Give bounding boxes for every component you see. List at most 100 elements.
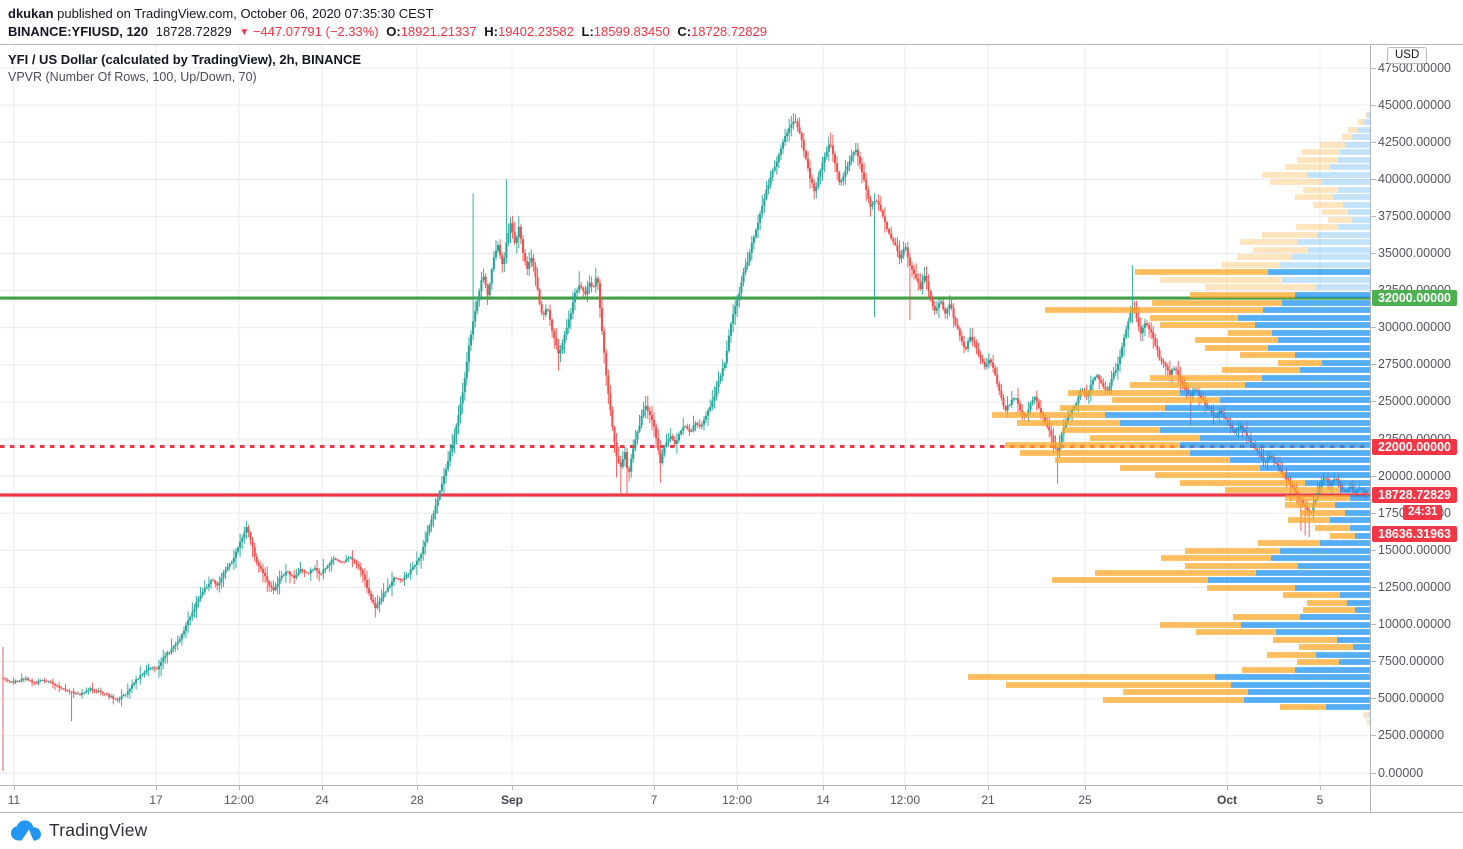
price-tick-label: 12500.00000 bbox=[1378, 579, 1451, 594]
time-tick-mark bbox=[988, 786, 989, 790]
indicator-title[interactable]: VPVR (Number Of Rows, 100, Up/Down, 70) bbox=[8, 70, 257, 84]
time-tick-mark bbox=[1320, 786, 1321, 790]
high-label: H: bbox=[484, 24, 498, 39]
low-label: L: bbox=[581, 24, 594, 39]
price-level-badge: 18636.31963 bbox=[1372, 526, 1457, 542]
high-value: 19402.23582 bbox=[497, 24, 574, 39]
time-tick-mark bbox=[1085, 786, 1086, 790]
author-name: dkukan bbox=[8, 6, 54, 21]
price-tick-mark bbox=[1371, 253, 1376, 255]
time-axis-label: 11 bbox=[7, 793, 21, 807]
symbol-interval: BINANCE:YFIUSD, 120 bbox=[8, 24, 149, 39]
time-axis-label: 12:00 bbox=[721, 793, 753, 807]
price-tick-mark bbox=[1371, 698, 1376, 700]
header-divider bbox=[0, 44, 1463, 45]
price-tick-mark bbox=[1371, 735, 1376, 737]
time-axis[interactable]: 11 17 12:00 24 28 Sep 7 12:00 14 12:00 21 25 Oct 5 bbox=[0, 786, 1463, 812]
time-axis-label: Sep bbox=[500, 793, 524, 807]
price-tick-label: 20000.00000 bbox=[1378, 468, 1451, 483]
time-tick-mark bbox=[239, 786, 240, 790]
vpvr-profile bbox=[968, 112, 1370, 725]
time-axis-border bbox=[0, 785, 1463, 786]
close-value: 18728.72829 bbox=[691, 24, 767, 39]
price-level-badge: 22000.00000 bbox=[1372, 439, 1457, 455]
price-tick-mark bbox=[1371, 549, 1376, 551]
time-axis-label: 24 bbox=[315, 793, 329, 807]
price-tick-label: 40000.00000 bbox=[1378, 171, 1451, 186]
time-axis-label: 12:00 bbox=[889, 793, 921, 807]
price-tick-mark bbox=[1371, 586, 1376, 588]
price-tick-label: 47500.00000 bbox=[1378, 60, 1451, 75]
price-tick-mark bbox=[1371, 327, 1376, 329]
price-tick-mark bbox=[1371, 512, 1376, 514]
price-level-badge: 32000.00000 bbox=[1372, 290, 1457, 306]
price-tick-label: 0.00000 bbox=[1378, 765, 1424, 780]
publish-info: dkukan published on TradingView.com, Oct… bbox=[8, 6, 433, 21]
price-tick-label: 42500.00000 bbox=[1378, 134, 1451, 149]
time-tick-mark bbox=[417, 786, 418, 790]
price-tick-label: 35000.00000 bbox=[1378, 246, 1451, 261]
close-label: C: bbox=[677, 24, 692, 39]
price-tick-label: 27500.00000 bbox=[1378, 357, 1451, 372]
time-tick-mark bbox=[512, 786, 513, 790]
price-tick-label: 30000.00000 bbox=[1378, 320, 1451, 335]
price-tick-mark bbox=[1371, 364, 1376, 366]
chart-canvas[interactable] bbox=[0, 45, 1370, 785]
footer-divider bbox=[0, 812, 1463, 813]
price-tick-label: 7500.00000 bbox=[1378, 654, 1445, 669]
open-value: 18921.21337 bbox=[400, 24, 477, 39]
price-plot bbox=[0, 45, 1370, 785]
price-tick-mark bbox=[1371, 475, 1376, 477]
price-tick-mark bbox=[1371, 141, 1376, 143]
price-tick-label: 5000.00000 bbox=[1378, 691, 1445, 706]
price-tick-mark bbox=[1371, 661, 1376, 663]
price-tick-label: 2500.00000 bbox=[1378, 728, 1445, 743]
time-axis-label: 12:00 bbox=[223, 793, 255, 807]
time-axis-label: 7 bbox=[650, 793, 658, 807]
price-change: −447.07791 (−2.33%) bbox=[252, 24, 379, 39]
price-tick-label: 45000.00000 bbox=[1378, 97, 1451, 112]
time-tick-mark bbox=[156, 786, 157, 790]
time-axis-label: 21 bbox=[981, 793, 995, 807]
price-tick-mark bbox=[1371, 104, 1376, 106]
time-tick-mark bbox=[14, 786, 15, 790]
price-tick-mark bbox=[1371, 215, 1376, 217]
price-tick-mark bbox=[1371, 772, 1376, 774]
brand-name: TradingView bbox=[49, 820, 148, 840]
price-tick-label: 37500.00000 bbox=[1378, 208, 1451, 223]
pane-title[interactable]: YFI / US Dollar (calculated by TradingVi… bbox=[8, 52, 361, 67]
price-axis-border bbox=[1370, 45, 1371, 812]
price-level-badge: 18728.72829 bbox=[1372, 487, 1457, 503]
symbol-ohlc-row: BINANCE:YFIUSD, 120 18728.72829 ▼ −447.0… bbox=[8, 24, 771, 39]
countdown-badge: 24:31 bbox=[1403, 504, 1443, 520]
price-tick-mark bbox=[1371, 67, 1376, 69]
open-label: O: bbox=[386, 24, 401, 39]
time-tick-mark bbox=[654, 786, 655, 790]
price-tick-mark bbox=[1371, 624, 1376, 626]
last-price: 18728.72829 bbox=[155, 24, 232, 39]
down-arrow-icon: ▼ bbox=[239, 27, 250, 38]
currency-usd-button[interactable]: USD bbox=[1387, 47, 1428, 64]
time-tick-mark bbox=[322, 786, 323, 790]
price-tick-label: 10000.00000 bbox=[1378, 617, 1451, 632]
time-axis-label: 14 bbox=[816, 793, 830, 807]
price-axis[interactable]: USD 0.00000 2500.00000 5000.00000 7500.0000… bbox=[1371, 45, 1463, 785]
tradingview-logo[interactable]: TradingView bbox=[10, 819, 148, 842]
low-value: 18599.83450 bbox=[593, 24, 670, 39]
time-axis-label: 25 bbox=[1078, 793, 1092, 807]
time-axis-label: 5 bbox=[1316, 793, 1324, 807]
time-tick-mark bbox=[1227, 786, 1228, 790]
time-axis-label: 28 bbox=[410, 793, 424, 807]
cloud-logo-icon bbox=[11, 820, 41, 841]
price-tick-label: 15000.00000 bbox=[1378, 542, 1451, 557]
time-tick-mark bbox=[823, 786, 824, 790]
time-tick-mark bbox=[737, 786, 738, 790]
price-tick-mark bbox=[1371, 178, 1376, 180]
time-tick-mark bbox=[905, 786, 906, 790]
time-axis-label: Oct bbox=[1216, 793, 1238, 807]
price-tick-mark bbox=[1371, 401, 1376, 403]
publish-text: published on TradingView.com, October 06… bbox=[53, 6, 434, 21]
time-axis-label: 17 bbox=[149, 793, 163, 807]
footer-bar: TradingView bbox=[0, 813, 1463, 849]
